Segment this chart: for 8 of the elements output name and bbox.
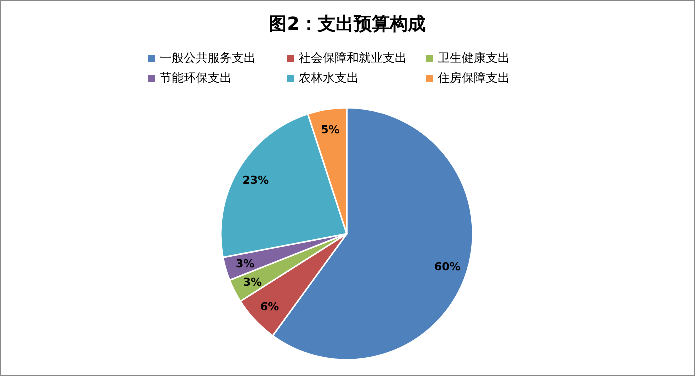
data-label: 6% [260, 300, 280, 314]
data-label: 23% [242, 174, 270, 188]
data-label: 5% [321, 123, 340, 136]
data-label: 60% [434, 260, 461, 274]
chart-title: 图2：支出预算构成 [269, 14, 426, 35]
data-label: 3% [243, 276, 262, 290]
data-label: 3% [236, 258, 255, 271]
legend-label: 农林水支出 [299, 71, 359, 85]
